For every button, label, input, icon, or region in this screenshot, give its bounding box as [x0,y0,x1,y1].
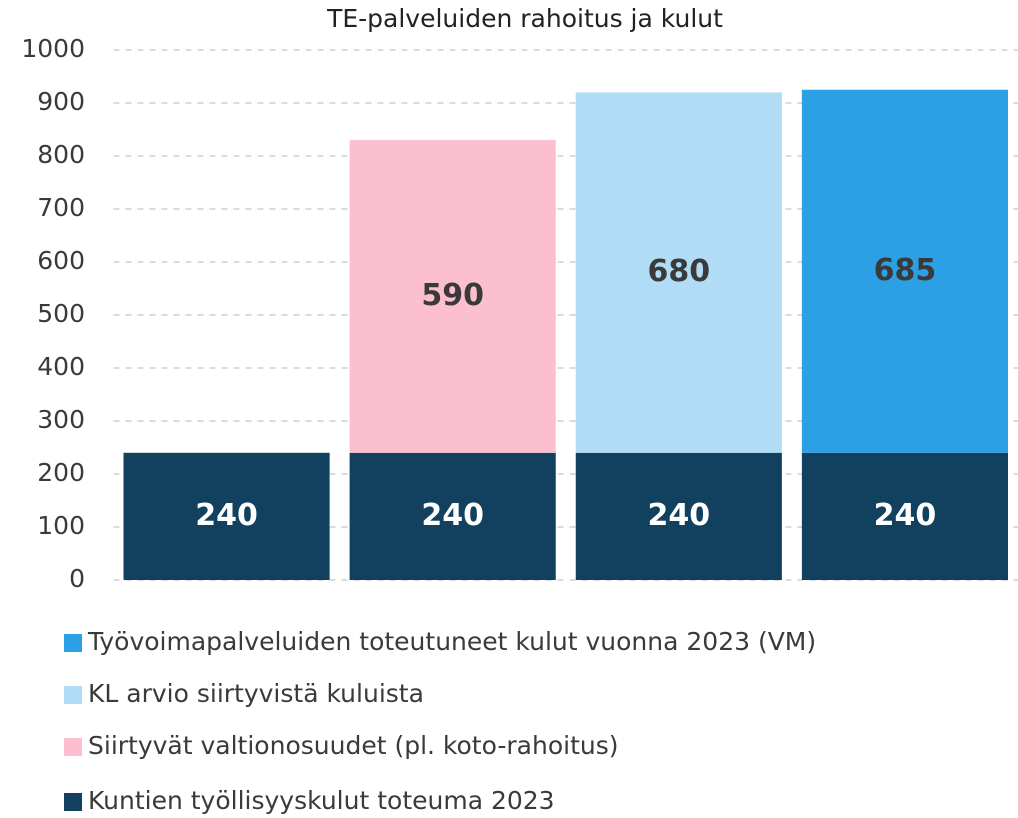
bar-segment [575,452,782,580]
bar-segment [123,452,330,580]
legend-swatch [64,686,82,704]
y-tick-label: 900 [37,87,85,116]
legend-label: Siirtyvät valtionosuudet (pl. koto-rahoi… [88,731,619,760]
legend-label: Kuntien työllisyyskulut toteuma 2023 [88,786,555,815]
y-tick-label: 200 [37,458,85,487]
data-label: 590 [421,278,484,313]
bar-segment [801,452,1008,580]
legend-label: Työvoimapalveluiden toteutuneet kulut vu… [87,627,816,656]
legend-label: KL arvio siirtyvistä kuluista [88,679,424,708]
bar-segment [575,92,782,453]
y-tick-label: 400 [37,352,85,381]
data-label: 680 [648,254,711,289]
y-tick-label: 700 [37,193,85,222]
y-tick-label: 100 [37,511,85,540]
data-label: 240 [648,498,711,533]
data-label: 240 [421,498,484,533]
y-tick-label: 600 [37,246,85,275]
y-tick-label: 300 [37,405,85,434]
bar-segment [349,140,556,453]
y-tick-label: 500 [37,299,85,328]
y-tick-label: 800 [37,140,85,169]
data-label: 240 [195,498,258,533]
data-label: 685 [874,253,937,288]
legend-swatch [64,634,82,652]
y-tick-label: 0 [69,564,85,593]
legend-swatch [64,738,82,756]
bar-segment [349,452,556,580]
chart-title: TE-palveluiden rahoitus ja kulut [326,4,723,33]
legend-swatch [64,793,82,811]
y-tick-label: 1000 [21,34,85,63]
data-label: 240 [874,498,937,533]
bar-segment [801,89,1008,453]
